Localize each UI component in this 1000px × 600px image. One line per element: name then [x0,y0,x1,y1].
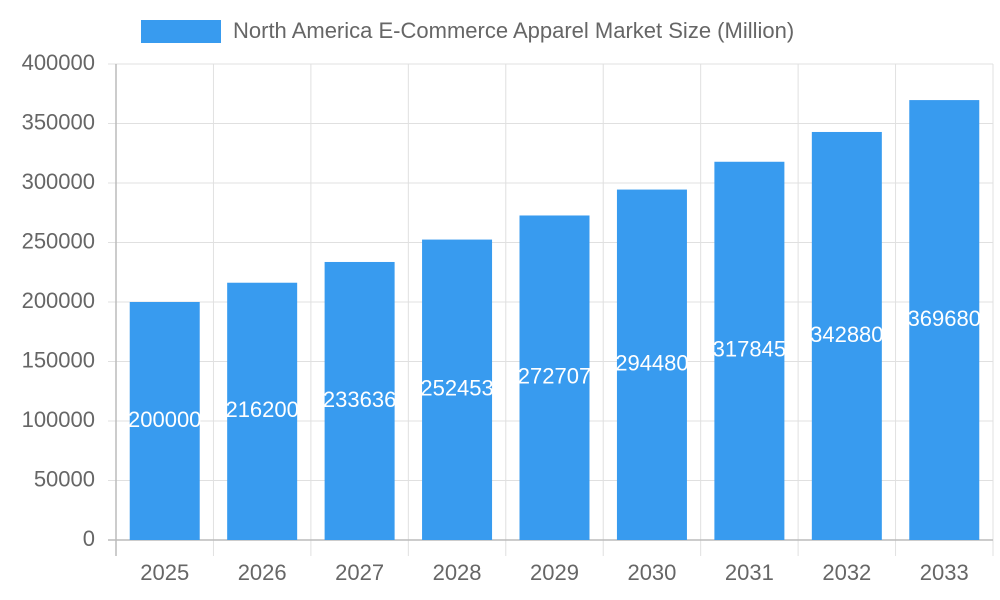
value-label: 317845 [713,337,786,362]
bar [909,100,980,540]
value-label: 252453 [420,376,493,401]
y-tick-label: 350000 [22,109,95,134]
y-tick-label: 250000 [22,228,95,253]
value-label: 216200 [225,397,298,422]
x-tick-label: 2029 [530,560,579,585]
x-tick-label: 2026 [238,560,287,585]
y-tick-label: 0 [83,526,95,551]
y-tick-label: 50000 [34,466,95,491]
y-tick-label: 200000 [22,288,95,313]
x-tick-label: 2027 [335,560,384,585]
bar [129,302,200,540]
bar [324,261,395,540]
bar [227,282,298,540]
x-tick-label: 2033 [920,560,969,585]
bar [811,131,882,541]
value-label: 369680 [908,306,981,331]
bar [422,239,493,540]
bar [519,215,590,540]
bar [616,189,687,541]
x-tick-label: 2030 [627,560,676,585]
x-tick-label: 2025 [140,560,189,585]
value-label: 272707 [518,364,591,389]
bar [714,161,785,540]
y-tick-label: 300000 [22,169,95,194]
value-label: 233636 [323,387,396,412]
value-label: 294480 [615,351,688,376]
y-tick-label: 100000 [22,407,95,432]
x-tick-label: 2032 [822,560,871,585]
legend-label: North America E-Commerce Apparel Market … [233,18,794,43]
x-tick-label: 2028 [433,560,482,585]
y-tick-label: 400000 [22,50,95,75]
legend-swatch [141,20,221,43]
x-tick-label: 2031 [725,560,774,585]
y-tick-label: 150000 [22,347,95,372]
value-label: 342880 [810,322,883,347]
value-label: 200000 [128,407,201,432]
